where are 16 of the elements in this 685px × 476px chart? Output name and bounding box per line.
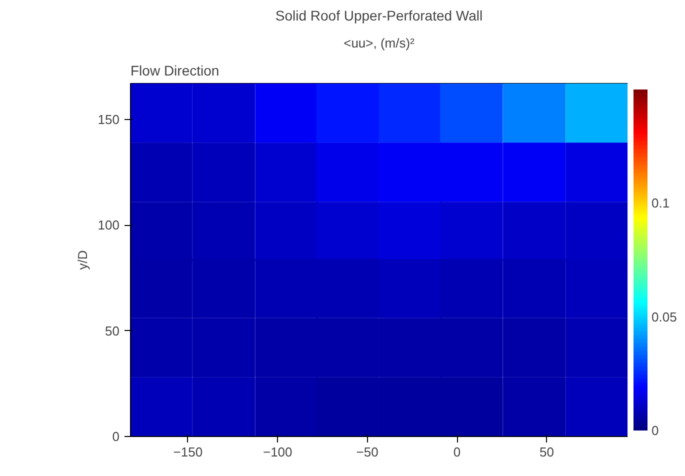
color-bar-title: <uu>, (m/s)² — [344, 36, 416, 50]
y-tick-label: 100 — [98, 218, 120, 233]
text: Flow Direction — [130, 62, 220, 78]
x-tick-label: −50 — [356, 444, 378, 460]
y-tick-label: 150 — [98, 112, 120, 127]
color-bar-label: 0.1 — [652, 196, 670, 211]
color-bar-label: 0.05 — [652, 309, 677, 324]
x-tick-label: −100 — [262, 444, 292, 460]
x-tick-label: −150 — [173, 444, 203, 460]
y-tick-label: 50 — [105, 323, 120, 338]
color-bar-label: 0 — [652, 423, 659, 438]
y-tick-label: 0 — [112, 429, 120, 444]
x-tick-label: 50 — [540, 444, 554, 460]
chart-title: Solid Roof Upper-Perforated Wall — [275, 8, 483, 24]
y-axis-title: y/D — [74, 250, 90, 270]
x-tick-label: 0 — [453, 444, 461, 460]
